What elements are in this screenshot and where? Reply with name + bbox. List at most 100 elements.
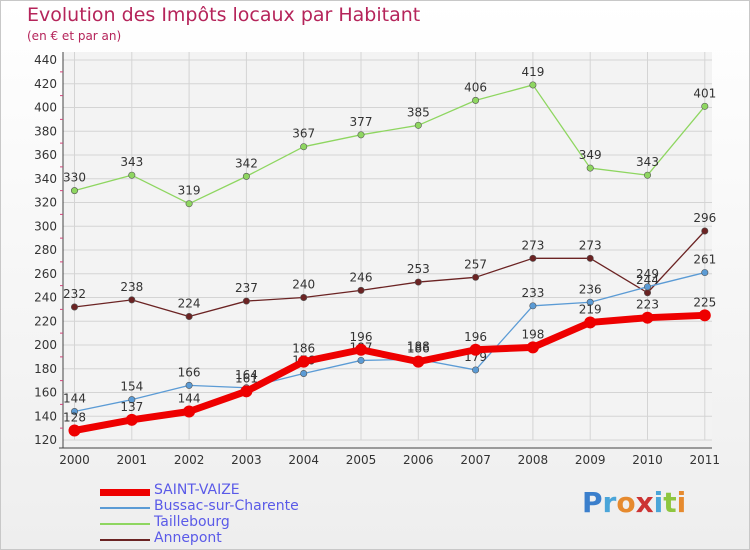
data-label: 244: [636, 273, 659, 287]
data-label: 164: [235, 368, 258, 382]
x-tick-label: 2006: [403, 453, 434, 467]
data-label: 154: [120, 380, 143, 394]
y-tick-label: 240: [34, 291, 57, 305]
data-label: 144: [63, 392, 86, 406]
data-label: 349: [579, 148, 602, 162]
data-label: 406: [464, 80, 487, 94]
y-tick-label: 360: [34, 148, 57, 162]
series-line-1: [73, 271, 706, 413]
data-label: 238: [120, 280, 143, 294]
legend-label: Bussac-sur-Charente: [154, 498, 299, 514]
data-point: [414, 278, 422, 286]
logo-letter: P: [582, 486, 603, 519]
data-point: [357, 286, 365, 294]
legend-swatch: [100, 539, 150, 541]
y-tick-label: 140: [34, 409, 57, 423]
data-point: [414, 121, 422, 129]
data-point: [698, 309, 711, 322]
data-point: [701, 227, 709, 235]
data-point: [125, 413, 138, 426]
data-label: 296: [693, 211, 716, 225]
data-label: 367: [292, 127, 315, 141]
data-label: 343: [120, 155, 143, 169]
y-tick-label: 300: [34, 219, 57, 233]
y-tick-label: 380: [34, 124, 57, 138]
y-tick-label: 420: [34, 77, 57, 91]
data-label: 233: [521, 286, 544, 300]
data-label: 144: [178, 392, 201, 406]
data-point: [300, 143, 308, 151]
data-label: 219: [579, 302, 602, 316]
data-label: 401: [693, 86, 716, 100]
data-point: [701, 102, 709, 110]
data-label: 273: [579, 238, 602, 252]
y-tick-label: 400: [34, 101, 57, 115]
chart-title: Evolution des Impôts locaux par Habitant: [27, 4, 421, 26]
data-label: 196: [464, 330, 487, 344]
data-label: 188: [407, 339, 430, 353]
data-point: [641, 311, 654, 324]
data-point: [357, 356, 365, 364]
data-point: [185, 312, 193, 320]
data-point: [242, 172, 250, 180]
logo-letter: i: [676, 486, 687, 519]
x-tick-label: 2000: [59, 453, 90, 467]
data-point: [300, 369, 308, 377]
data-point: [357, 131, 365, 139]
x-tick-label: 2003: [231, 453, 262, 467]
y-tick-label: 260: [34, 267, 57, 281]
data-point: [412, 355, 425, 368]
data-label: 246: [350, 270, 373, 284]
data-point: [643, 289, 651, 297]
x-tick-label: 2004: [288, 453, 319, 467]
data-label: 419: [521, 65, 544, 79]
x-tick-label: 2009: [575, 453, 606, 467]
data-label: 253: [407, 262, 430, 276]
data-point: [300, 293, 308, 301]
data-label: 166: [178, 365, 201, 379]
legend-swatch: [100, 523, 150, 525]
y-tick-label: 320: [34, 196, 57, 210]
data-label: 240: [292, 278, 315, 292]
logo-letter: x: [635, 486, 654, 519]
data-label: 261: [693, 253, 716, 267]
data-point: [472, 366, 480, 374]
series-line-2: [73, 84, 706, 205]
data-label: 237: [235, 281, 258, 295]
legend-swatch: [100, 507, 150, 509]
data-label: 223: [636, 298, 659, 312]
series-line-3: [73, 230, 706, 318]
y-tick-label: 340: [34, 172, 57, 186]
data-point: [586, 298, 594, 306]
y-tick-label: 440: [34, 53, 57, 67]
data-point: [71, 303, 79, 311]
data-point: [242, 297, 250, 305]
logo-letter: t: [663, 486, 677, 519]
data-label: 198: [521, 327, 544, 341]
y-tick-label: 220: [34, 314, 57, 328]
data-point: [586, 254, 594, 262]
data-label: 196: [350, 330, 373, 344]
series-line-0: [71, 311, 709, 434]
data-point: [185, 381, 193, 389]
proxiti-logo: Proxiti: [582, 486, 686, 519]
data-point: [701, 269, 709, 277]
legend-label: SAINT-VAIZE: [154, 482, 240, 498]
x-tick-label: 2010: [632, 453, 663, 467]
data-label: 225: [693, 295, 716, 309]
data-label: 224: [178, 297, 201, 311]
x-tick-label: 2007: [460, 453, 491, 467]
legend-label: Annepont: [154, 530, 222, 546]
data-point: [526, 341, 539, 354]
y-tick-label: 200: [34, 338, 57, 352]
data-point: [529, 254, 537, 262]
data-point: [128, 296, 136, 304]
data-label: 161: [235, 371, 258, 385]
legend-label: Taillebourg: [154, 514, 230, 530]
logo-letter: i: [653, 486, 664, 519]
chart-subtitle: (en € et par an): [27, 29, 122, 43]
data-label: 236: [579, 282, 602, 296]
x-tick-label: 2001: [117, 453, 148, 467]
data-point: [240, 385, 253, 398]
data-label: 249: [636, 267, 659, 281]
